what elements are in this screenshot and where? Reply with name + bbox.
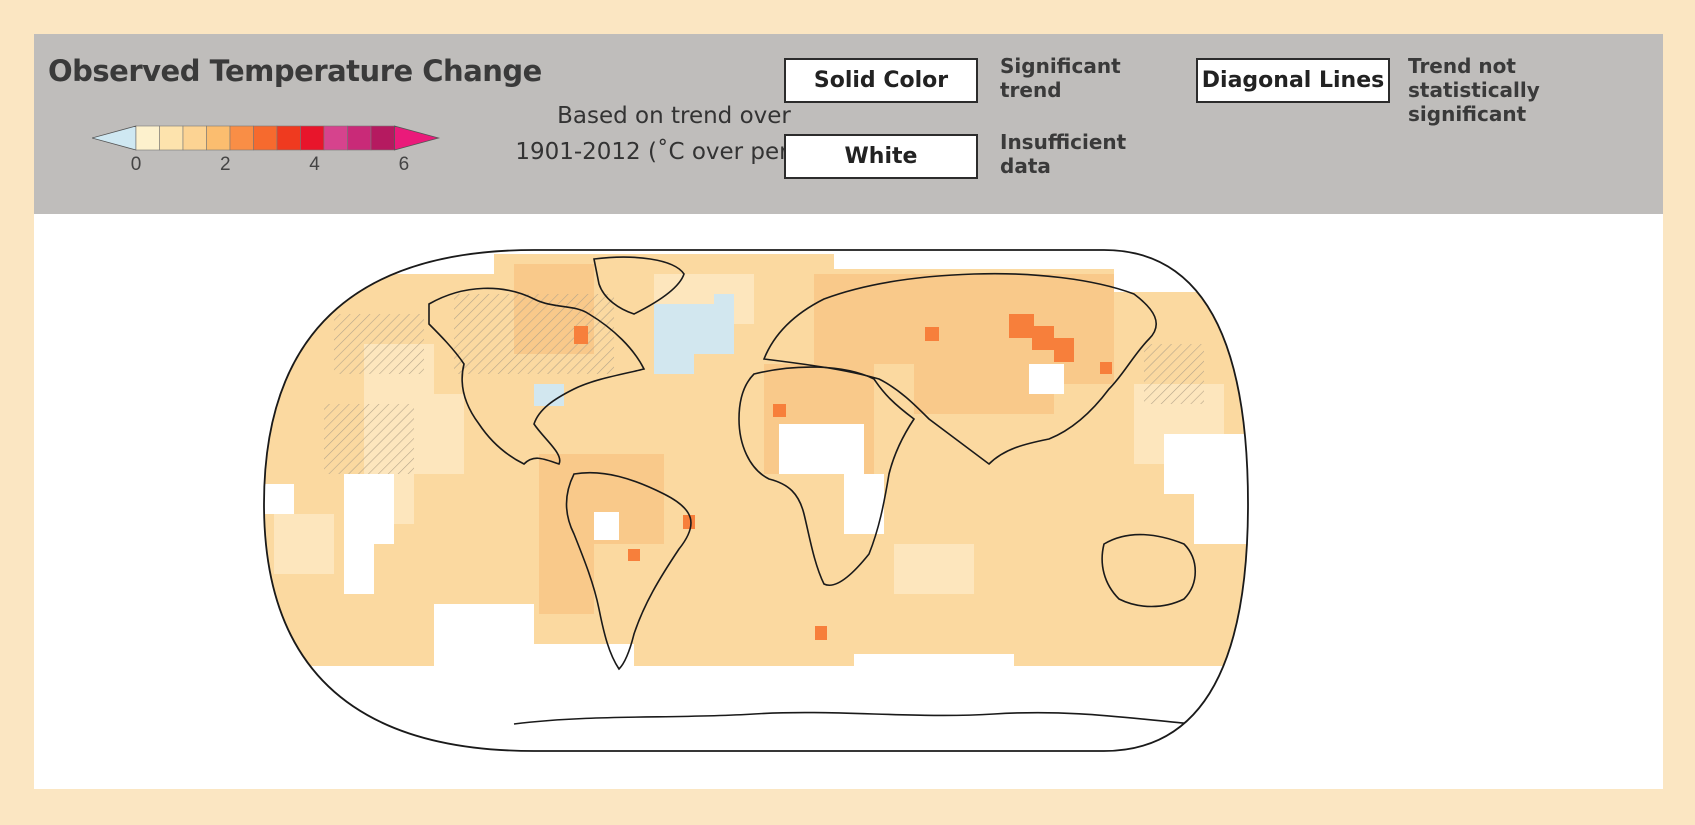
solid-color-key: Solid Color (784, 58, 978, 103)
diagonal-lines-key: Diagonal Lines (1196, 58, 1390, 103)
not-significant-area (1144, 344, 1204, 404)
strong-warming-cell (1100, 362, 1112, 374)
insufficient-data-area (264, 484, 294, 514)
antarctica-coastline (513, 711, 1195, 725)
colorbar-cell (347, 125, 372, 151)
not-significant-area (324, 404, 414, 474)
colorbar-cell (135, 125, 160, 151)
colorbar-tick-label: 0 (131, 154, 142, 175)
not-significant-line2: statistically (1408, 78, 1540, 102)
colorbar-cell (323, 125, 348, 151)
figure-title: Observed Temperature Change (48, 54, 542, 88)
insufficient-data-area (594, 512, 619, 540)
not-significant-line3: significant (1408, 102, 1527, 126)
insufficient-data-area (779, 424, 884, 534)
world-temperature-map (263, 249, 1249, 752)
color-scale-bar: 0 2 4 6 (92, 125, 441, 175)
globe-outline (263, 249, 1249, 752)
colorbar-cell (300, 125, 325, 151)
not-significant-area (454, 294, 614, 374)
colorbar-tick-label: 2 (220, 154, 231, 175)
strong-warming-cell (773, 404, 786, 417)
insufficient-data-area (1029, 364, 1064, 394)
insufficient-data-line2: data (1000, 154, 1051, 178)
figure-frame: Observed Temperature Change 0 2 4 6 Based o… (34, 34, 1663, 789)
colorbar-cell (206, 125, 231, 151)
strong-warming-cell (628, 549, 640, 561)
insufficient-data-area (264, 250, 1248, 292)
map-area (34, 214, 1663, 789)
insufficient-data-label: Insufficient data (1000, 130, 1126, 178)
south-america-coastline (565, 471, 692, 671)
colorbar-tick-label: 4 (309, 154, 320, 175)
significant-trend-label: Significant trend (1000, 54, 1121, 102)
colorbar-low-arrow (92, 125, 137, 151)
north-america-coastline (428, 287, 646, 465)
pale-area (894, 544, 974, 594)
colorbar-cell (159, 125, 184, 151)
strong-warming-cell (815, 626, 827, 640)
colorbar-cell (182, 125, 207, 151)
not-significant-area (334, 314, 424, 374)
insufficient-data-area (1164, 434, 1248, 544)
colorbar-cell (276, 125, 301, 151)
colorbar-tick-label: 6 (399, 154, 410, 175)
australia-coastline (1101, 533, 1196, 608)
trend-basis-note: Based on trend over 1901-2012 (˚C over p… (494, 98, 854, 170)
greenland-coastline (593, 256, 685, 315)
pale-area (274, 514, 334, 574)
white-key: White (784, 134, 978, 179)
colorbar-cell (253, 125, 278, 151)
not-significant-label: Trend not statistically significant (1408, 54, 1540, 126)
trend-basis-line1: Based on trend over (557, 103, 791, 129)
strong-warming-cell (1009, 314, 1074, 362)
cooling-area (534, 384, 564, 406)
insufficient-data-area (344, 474, 394, 594)
significant-trend-line1: Significant (1000, 54, 1121, 78)
strong-warming-cell (683, 515, 695, 529)
strong-warming-cell (574, 326, 588, 344)
colorbar-cell (229, 125, 254, 151)
cooling-area (654, 294, 734, 374)
insufficient-data-area (264, 604, 1248, 751)
colorbar-high-arrow (394, 125, 441, 151)
significant-trend-line2: trend (1000, 78, 1062, 102)
strong-warming-cell (925, 327, 939, 341)
africa-coastline (738, 366, 916, 586)
coastlines (428, 256, 1196, 725)
legend-header: Observed Temperature Change 0 2 4 6 Based o… (34, 34, 1663, 214)
colorbar-cell (370, 125, 395, 151)
eurasia-coastline (762, 272, 1158, 466)
trend-basis-line2: 1901-2012 (˚C over period) (515, 139, 833, 165)
insufficient-data-line1: Insufficient (1000, 130, 1127, 154)
not-significant-line1: Trend not (1408, 54, 1516, 78)
